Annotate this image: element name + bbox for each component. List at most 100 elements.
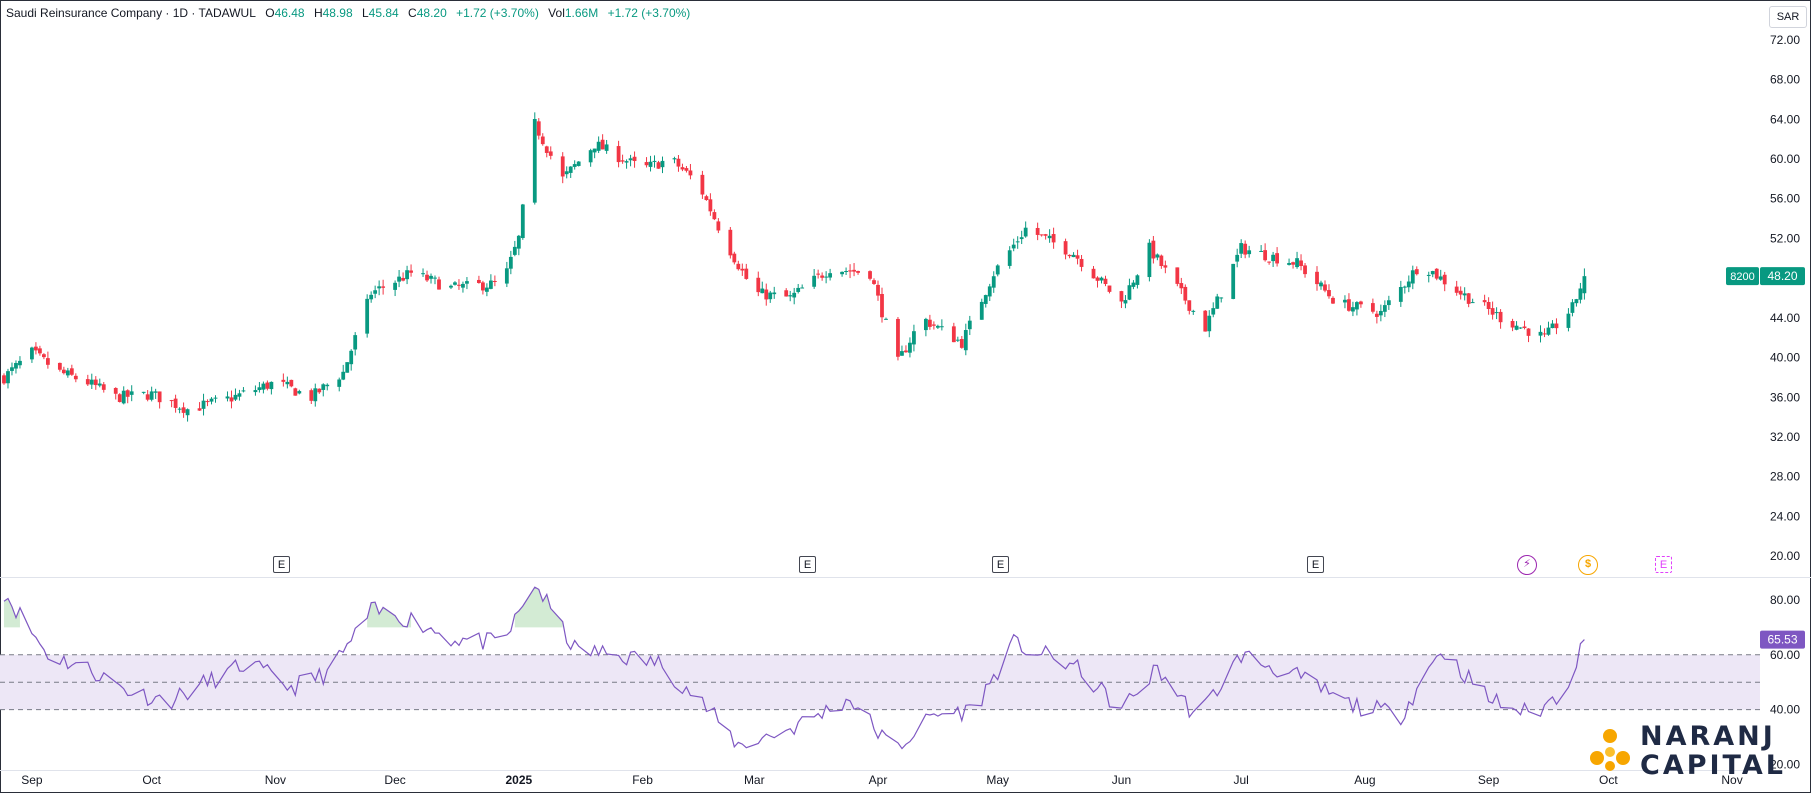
candle-body: [540, 136, 545, 145]
earnings-marker[interactable]: E: [799, 556, 816, 573]
candle-body: [1382, 305, 1387, 312]
candle-body: [1319, 282, 1323, 287]
candle-body: [1494, 312, 1499, 314]
high-label: H: [313, 6, 323, 20]
candle-body: [237, 393, 242, 397]
earnings-marker[interactable]: E: [1307, 556, 1324, 573]
split-lightning-icon[interactable]: ⚡: [1517, 555, 1537, 575]
candle-body: [604, 144, 609, 151]
candle-body: [1211, 308, 1216, 315]
candle-body: [764, 289, 769, 300]
orange-logo-icon: [1590, 729, 1630, 771]
price-tick-label: 24.00: [1770, 509, 1800, 523]
candle-body: [760, 288, 765, 294]
upcoming-earnings-marker[interactable]: E: [1655, 556, 1672, 573]
candle-body: [337, 379, 342, 387]
candle-body: [369, 294, 374, 300]
earnings-marker[interactable]: E: [992, 556, 1009, 573]
candle-body: [42, 354, 46, 358]
candle-body: [373, 290, 378, 294]
candle-body: [213, 397, 218, 399]
candle-body: [672, 158, 677, 160]
candle-body: [57, 362, 62, 370]
candle-body: [125, 390, 130, 397]
candle-body: [967, 320, 972, 330]
candle-body: [1243, 243, 1248, 255]
candle-body: [1295, 258, 1299, 268]
earnings-marker[interactable]: E: [273, 556, 290, 573]
price-tick-label: 60.00: [1770, 152, 1800, 166]
candle-body: [1347, 299, 1351, 311]
candle-body: [1011, 244, 1016, 249]
candle-body: [796, 287, 801, 292]
candle-body: [233, 394, 238, 400]
time-tick-label: Oct: [142, 773, 161, 787]
candle-body: [512, 246, 517, 255]
candle-body: [261, 383, 266, 390]
candle-body: [1219, 297, 1224, 299]
candle-body: [848, 270, 852, 272]
open-label: O: [265, 6, 275, 20]
candle-body: [1151, 240, 1156, 259]
symbol-name[interactable]: Saudi Reinsurance Company · 1D · TADAWUL: [6, 6, 256, 20]
candle-body: [89, 379, 94, 385]
candle-body: [1063, 241, 1068, 255]
candle-body: [1263, 250, 1268, 261]
candle-body: [1454, 286, 1459, 293]
candle-body: [1343, 299, 1347, 303]
candle-body: [504, 268, 509, 284]
candle-body: [437, 279, 441, 290]
candle-body: [1550, 323, 1555, 329]
low-label: L: [361, 6, 369, 20]
candle-body: [73, 375, 78, 380]
candle-body: [596, 141, 601, 151]
time-tick-label: Nov: [265, 773, 286, 787]
dividend-marker[interactable]: $: [1578, 555, 1598, 575]
candle-body: [1510, 321, 1515, 328]
candle-body: [820, 275, 825, 278]
candle-body: [157, 391, 162, 403]
candle-body: [1043, 234, 1048, 236]
candle-body: [840, 271, 844, 275]
candle-body: [421, 273, 425, 275]
candle-body: [532, 118, 537, 203]
candle-body: [353, 335, 358, 350]
candle-body: [1179, 283, 1184, 289]
candle-body: [680, 167, 685, 170]
candle-body: [1442, 274, 1447, 285]
candle-body: [488, 280, 493, 289]
candle-body: [812, 275, 817, 287]
price-tick-label: 52.00: [1770, 231, 1800, 245]
candle-body: [1123, 300, 1128, 304]
candle-body: [660, 160, 665, 168]
candle-body: [1107, 285, 1112, 292]
candle-body: [912, 331, 916, 345]
candle-body: [756, 277, 761, 293]
candle-body: [1315, 271, 1319, 285]
candle-body: [1071, 254, 1076, 258]
close-label: C: [408, 6, 417, 20]
candle-body: [1514, 325, 1519, 330]
candle-body: [991, 276, 996, 288]
candle-body: [1131, 282, 1136, 287]
candle-body: [484, 287, 489, 292]
price-tick-label: 68.00: [1770, 73, 1800, 87]
candle-body: [1271, 254, 1276, 262]
candle-body: [900, 351, 904, 356]
candle-body: [656, 162, 661, 169]
time-tick-label: Oct: [1599, 773, 1618, 787]
candle-body: [297, 391, 302, 394]
candle-body: [983, 295, 988, 304]
candle-body: [1406, 281, 1411, 288]
time-tick-label: Sep: [21, 773, 43, 787]
candle-body: [321, 384, 326, 390]
rsi-line: [3, 586, 1585, 750]
candle-body: [1099, 277, 1104, 281]
candle-body: [712, 212, 717, 220]
currency-button[interactable]: SAR: [1769, 6, 1807, 28]
candle-body: [1183, 286, 1188, 301]
candle-body: [1498, 311, 1503, 323]
candle-body: [1007, 250, 1012, 266]
candle-body: [576, 161, 581, 166]
